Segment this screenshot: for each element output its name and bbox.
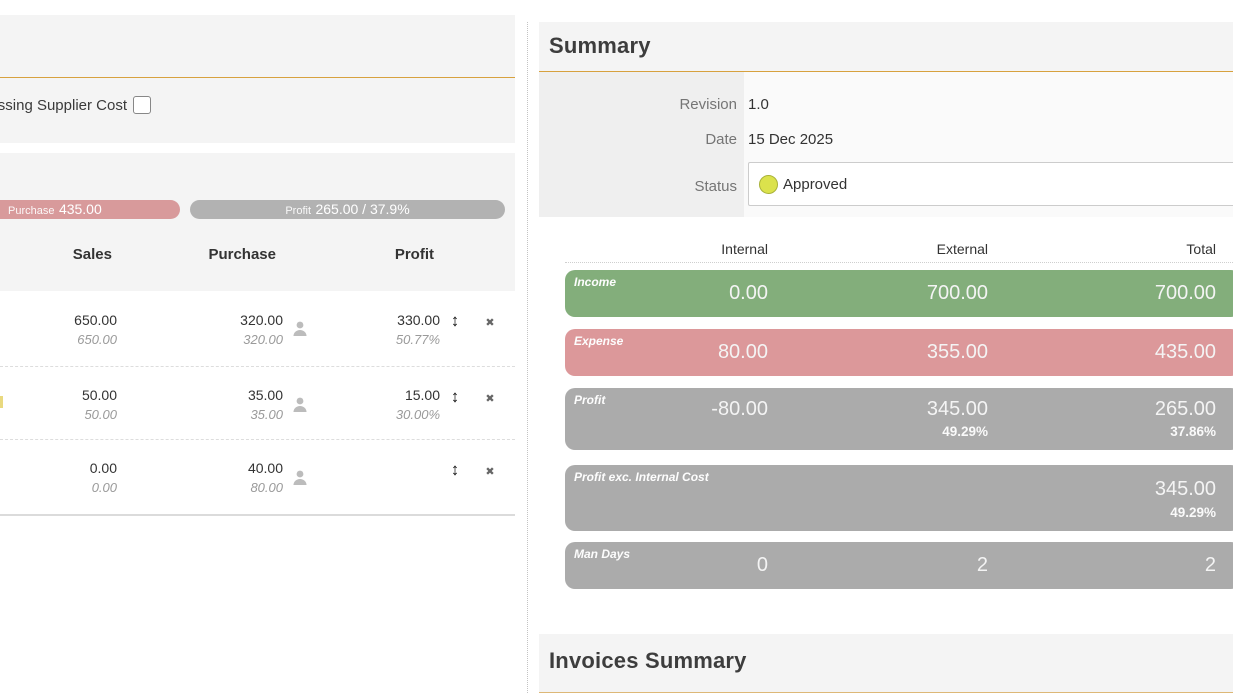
table-row: 0.00 0.00 40.00 80.00 ↕ ✖ bbox=[0, 439, 515, 513]
profit-subvalue: 30.00% bbox=[395, 407, 440, 422]
summary-meta-block: Revision 1.0 Date 15 Dec 2025 Status App… bbox=[539, 72, 1233, 217]
supplier-person-icon[interactable] bbox=[292, 469, 308, 486]
purchase-subvalue: 80.00 bbox=[250, 480, 283, 495]
status-dot-icon bbox=[759, 175, 778, 194]
purchase-bar-label: Purchase bbox=[8, 205, 55, 217]
profit-exc-internal-total: 345.00 bbox=[1154, 478, 1216, 500]
left-panel-header bbox=[0, 15, 515, 78]
purchase-value: 320.00 bbox=[240, 312, 283, 328]
man-days-internal: 0 bbox=[756, 554, 768, 576]
missing-supplier-cost-checkbox[interactable] bbox=[133, 96, 151, 114]
move-row-icon[interactable]: ↕ bbox=[450, 460, 460, 479]
remove-row-icon[interactable]: ✖ bbox=[485, 317, 495, 329]
remove-row-icon[interactable]: ✖ bbox=[485, 393, 495, 405]
expense-row-bar: Expense 80.00 355.00 435.00 bbox=[565, 329, 1233, 376]
expense-total: 435.00 bbox=[1154, 341, 1216, 363]
invoices-summary-section-header: Invoices Summary bbox=[539, 634, 1233, 693]
expense-row-label: Expense bbox=[574, 334, 624, 348]
income-row-label: Income bbox=[574, 275, 617, 289]
income-external: 700.00 bbox=[926, 282, 988, 304]
sales-value: 0.00 bbox=[89, 460, 117, 476]
move-row-icon[interactable]: ↕ bbox=[450, 311, 460, 330]
sales-subvalue: 50.00 bbox=[84, 407, 117, 422]
profit-bar-value: 265.00 / 37.9% bbox=[315, 201, 410, 217]
income-total: 700.00 bbox=[1154, 282, 1216, 304]
move-row-icon[interactable]: ↕ bbox=[450, 387, 460, 406]
income-internal: 0.00 bbox=[729, 282, 768, 304]
profit-external: 345.00 bbox=[926, 398, 988, 420]
status-label: Status bbox=[694, 178, 737, 195]
column-header-sales: Sales bbox=[72, 246, 112, 263]
profit-exc-internal-total-pct: 49.29% bbox=[1170, 505, 1216, 520]
header-separator bbox=[565, 262, 1233, 263]
profit-exc-internal-row-bar: Profit exc. Internal Cost 345.00 49.29% bbox=[565, 465, 1233, 531]
purchase-subvalue: 35.00 bbox=[250, 407, 283, 422]
revision-value: 1.0 bbox=[748, 96, 769, 113]
sales-value: 50.00 bbox=[81, 387, 117, 403]
revision-label: Revision bbox=[679, 96, 737, 113]
remove-row-icon[interactable]: ✖ bbox=[485, 466, 495, 478]
purchase-total-bar: Purchase 435.00 bbox=[0, 200, 180, 219]
date-label: Date bbox=[705, 131, 737, 148]
sales-subvalue: 650.00 bbox=[77, 332, 117, 347]
purchase-bar-value: 435.00 bbox=[58, 201, 102, 217]
table-row: 50.00 50.00 35.00 35.00 15.00 30.00% ↕ ✖ bbox=[0, 366, 515, 440]
sales-subvalue: 0.00 bbox=[91, 480, 117, 495]
profit-value: 15.00 bbox=[404, 387, 440, 403]
man-days-label: Man Days bbox=[574, 547, 631, 561]
column-header-total: Total bbox=[1186, 241, 1216, 257]
income-row-bar: Income 0.00 700.00 700.00 bbox=[565, 270, 1233, 317]
profit-exc-internal-label: Profit exc. Internal Cost bbox=[574, 470, 709, 484]
profit-total-pct: 37.86% bbox=[1170, 424, 1216, 439]
profit-row-bar: Profit -80.00 345.00 265.00 49.29% 37.86… bbox=[565, 388, 1233, 450]
status-value: Approved bbox=[783, 176, 848, 193]
profit-total: 265.00 bbox=[1154, 398, 1216, 420]
man-days-row-bar: Man Days 0 2 2 bbox=[565, 542, 1233, 589]
expense-external: 355.00 bbox=[926, 341, 988, 363]
profit-value: 330.00 bbox=[397, 312, 440, 328]
left-options-section: ssing Supplier Cost: bbox=[0, 78, 515, 143]
sales-value: 650.00 bbox=[74, 312, 117, 328]
man-days-total: 2 bbox=[1204, 554, 1216, 576]
column-header-purchase: Purchase bbox=[208, 246, 276, 263]
column-header-external: External bbox=[936, 241, 988, 257]
status-select[interactable]: Approved bbox=[748, 162, 1233, 206]
date-value: 15 Dec 2025 bbox=[748, 131, 834, 148]
panel-divider bbox=[527, 22, 528, 693]
left-table-header-area: Purchase 435.00 Profit 265.00 / 37.9% Sa… bbox=[0, 153, 515, 293]
expense-internal: 80.00 bbox=[717, 341, 768, 363]
missing-supplier-cost-label: ssing Supplier Cost: bbox=[0, 97, 127, 114]
profit-external-pct: 49.29% bbox=[942, 424, 988, 439]
supplier-person-icon[interactable] bbox=[292, 320, 308, 337]
profit-total-bar: Profit 265.00 / 37.9% bbox=[190, 200, 505, 219]
column-header-profit: Profit bbox=[394, 246, 434, 263]
man-days-external: 2 bbox=[976, 554, 988, 576]
purchase-subvalue: 320.00 bbox=[243, 332, 283, 347]
profit-internal: -80.00 bbox=[711, 398, 768, 420]
column-header-internal: Internal bbox=[721, 241, 768, 257]
table-row: 650.00 650.00 320.00 320.00 330.00 50.77… bbox=[0, 291, 515, 366]
summary-title: Summary bbox=[549, 33, 651, 58]
supplier-person-icon[interactable] bbox=[292, 396, 308, 413]
invoices-summary-title: Invoices Summary bbox=[549, 648, 747, 673]
purchase-value: 40.00 bbox=[247, 460, 283, 476]
profit-bar-label: Profit bbox=[285, 205, 312, 217]
purchase-value: 35.00 bbox=[247, 387, 283, 403]
warning-icon bbox=[0, 396, 3, 408]
left-quote-table: Purchase 435.00 Profit 265.00 / 37.9% Sa… bbox=[0, 153, 515, 516]
profit-subvalue: 50.77% bbox=[395, 332, 440, 347]
summary-section-header: Summary bbox=[539, 22, 1233, 72]
profit-row-label: Profit bbox=[574, 393, 606, 407]
